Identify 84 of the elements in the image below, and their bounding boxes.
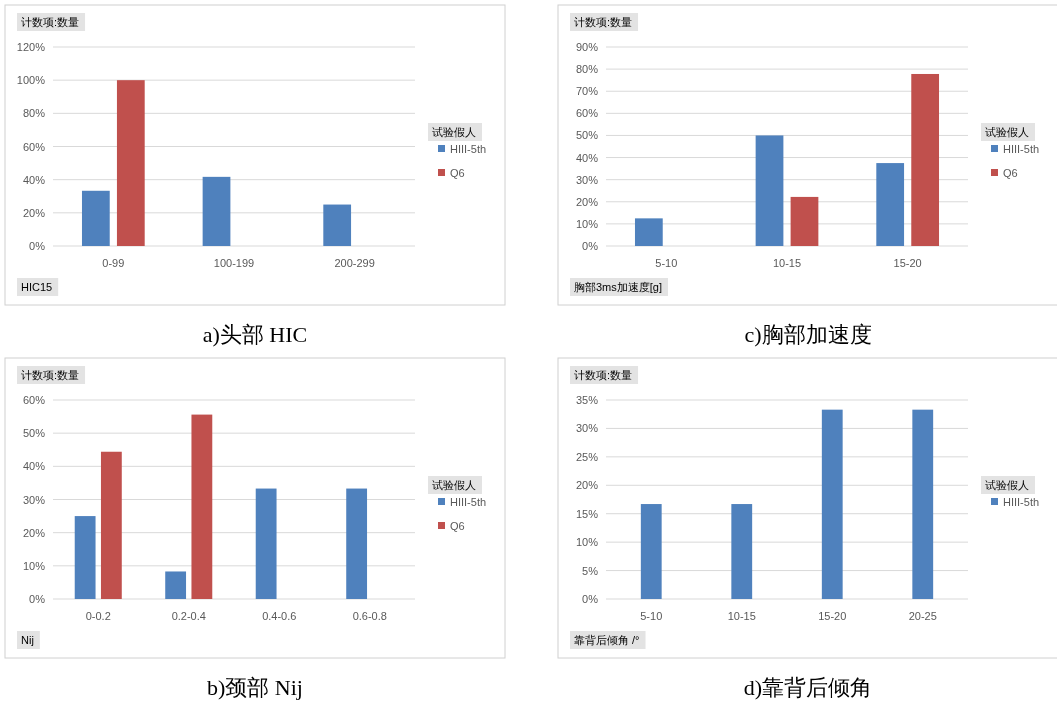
y-tick-label: 20%	[575, 479, 599, 492]
text: b)颈部 Nij	[207, 675, 303, 700]
legend-label: HIII-5th	[1003, 143, 1040, 155]
legend-label: HIII-5th	[1003, 496, 1040, 508]
x-tick-label: 5-10	[655, 257, 678, 269]
bar	[100, 451, 122, 599]
y-axis-title: 计数项:数量	[21, 369, 80, 381]
y-axis-title: 计数项:数量	[574, 369, 633, 381]
y-tick-label: 30%	[575, 173, 599, 186]
y-tick-label: 15%	[575, 507, 599, 520]
x-tick-label: 0.4-0.6	[262, 610, 297, 622]
x-tick-label: 10-15	[772, 257, 802, 269]
text: c)胸部加速度	[744, 322, 872, 347]
bar	[74, 516, 96, 599]
bar	[165, 571, 187, 599]
y-axis-title: 计数项:数量	[574, 16, 633, 28]
x-tick-label: 100-199	[213, 257, 255, 269]
y-tick-label: 70%	[575, 85, 599, 98]
bar	[346, 488, 368, 599]
legend-title: 试验假人	[432, 479, 476, 491]
x-tick-label: 10-15	[727, 610, 756, 622]
bar	[323, 204, 352, 246]
y-tick-label: 5%	[582, 564, 599, 577]
y-tick-label: 0%	[582, 593, 599, 605]
bar	[755, 135, 784, 246]
y-tick-label: 20%	[575, 195, 599, 208]
bar	[116, 80, 145, 246]
bar	[634, 218, 663, 246]
x-tick-label: 0.2-0.4	[171, 610, 206, 622]
x-axis-title: HIC15	[21, 281, 53, 293]
bar	[81, 190, 110, 246]
x-axis-title: Nij	[21, 634, 34, 646]
legend-label: Q6	[450, 167, 465, 179]
y-tick-label: 90%	[575, 41, 599, 53]
x-tick-label: 15-20	[818, 610, 847, 622]
y-tick-label: 10%	[575, 217, 599, 230]
y-tick-label: 40%	[22, 460, 46, 473]
y-tick-label: 0%	[29, 593, 46, 605]
x-tick-label: 20-25	[908, 610, 937, 622]
legend-label: HIII-5th	[450, 143, 487, 155]
bar	[255, 488, 277, 599]
y-tick-label: 50%	[22, 427, 46, 440]
x-tick-label: 0-0.2	[85, 610, 111, 622]
y-tick-label: 20%	[22, 526, 46, 539]
y-tick-label: 0%	[582, 240, 599, 252]
legend-label: Q6	[1003, 167, 1018, 179]
x-tick-label: 0.6-0.8	[352, 610, 387, 622]
bar	[911, 73, 940, 246]
y-tick-label: 80%	[22, 107, 46, 120]
legend-title: 试验假人	[985, 126, 1029, 138]
y-tick-label: 60%	[575, 107, 599, 120]
y-tick-label: 100%	[16, 74, 46, 87]
y-tick-label: 25%	[575, 450, 599, 463]
x-tick-label: 0-99	[102, 257, 125, 269]
y-tick-label: 10%	[575, 536, 599, 549]
y-tick-label: 40%	[575, 151, 599, 164]
bar	[202, 176, 231, 246]
y-tick-label: 20%	[22, 206, 46, 219]
x-tick-label: 15-20	[893, 257, 922, 269]
text: d)靠背后倾角	[743, 675, 873, 700]
text: a)头部 HIC	[202, 322, 308, 347]
y-tick-label: 50%	[575, 129, 599, 142]
y-tick-label: 120%	[16, 41, 46, 53]
x-axis-title: 胸部3ms加速度[g]	[574, 281, 663, 293]
x-axis-title: 靠背后倾角 /°	[574, 634, 640, 646]
legend-title: 试验假人	[985, 479, 1029, 491]
bar	[876, 163, 905, 246]
y-tick-label: 60%	[22, 140, 46, 153]
y-tick-label: 35%	[575, 394, 599, 406]
legend-title: 试验假人	[432, 126, 476, 138]
y-tick-label: 10%	[22, 559, 46, 572]
bar	[191, 414, 213, 599]
y-tick-label: 30%	[22, 493, 46, 506]
legend-label: HIII-5th	[450, 496, 487, 508]
x-tick-label: 200-299	[334, 257, 375, 269]
y-axis-title: 计数项:数量	[21, 16, 80, 28]
y-tick-label: 60%	[22, 394, 46, 406]
y-tick-label: 80%	[575, 63, 599, 76]
y-tick-label: 0%	[29, 240, 46, 252]
y-tick-label: 40%	[22, 173, 46, 186]
x-tick-label: 5-10	[640, 610, 663, 622]
bar	[790, 196, 819, 246]
legend-label: Q6	[450, 520, 465, 532]
y-tick-label: 30%	[575, 422, 599, 435]
